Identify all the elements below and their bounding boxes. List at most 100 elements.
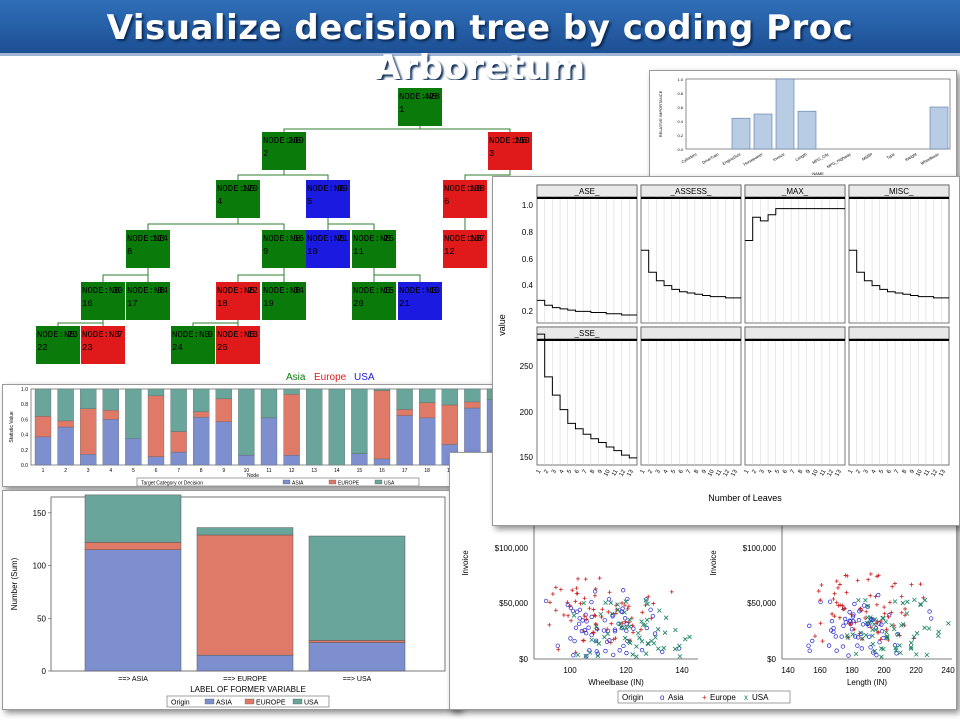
scatter-points-+ <box>813 571 926 644</box>
assess-x-tick: 12 <box>619 468 628 477</box>
scatter-point <box>807 648 812 653</box>
origin-x-tick: ==> ASIA <box>118 676 148 683</box>
pct-y-label: Statistic Value <box>9 411 15 443</box>
scatter-x-label: Length (IN) <box>847 678 887 687</box>
invoice-scatter-chart: $15$100,000$50,000$0Invoice100120140Whee… <box>461 471 955 704</box>
tree-node-id: 24 <box>172 343 183 353</box>
scatter-point <box>577 616 582 621</box>
scatter-point <box>606 597 612 602</box>
scatter-point <box>904 611 910 616</box>
pct-legend-title: Target Category or Decision <box>141 481 203 487</box>
tree-node-label: NODE:NB <box>444 184 482 194</box>
pct-bar-asia <box>80 454 97 466</box>
pct-bar-asia <box>373 458 391 466</box>
assess-x-tick: 4 <box>559 468 566 474</box>
scatter-point <box>608 600 614 605</box>
scatter-x-tick: 200 <box>877 666 891 675</box>
scatter-point <box>879 646 884 651</box>
scatter-point <box>899 594 904 599</box>
scatter-point <box>870 641 876 647</box>
tree-node-count: 99 <box>337 184 348 194</box>
scatter-point <box>661 645 667 651</box>
scatter-points-x <box>844 597 951 660</box>
scatter-legend: Origin o Asia + Europe x USA <box>617 690 791 704</box>
scatter-point <box>672 646 678 652</box>
scatter-point <box>885 634 890 639</box>
pct-y-tick: 0.2 <box>21 448 28 454</box>
assess-x-tick: 7 <box>582 468 589 474</box>
scatter-point <box>876 592 881 598</box>
assess-cell-frame <box>640 184 742 324</box>
scatter-point <box>819 583 824 588</box>
tree-edge <box>237 218 285 230</box>
scatter-point <box>874 602 879 607</box>
scatter-point <box>581 600 587 606</box>
scatter-point <box>917 602 923 607</box>
tree-node-label: NODE:NB <box>353 234 391 244</box>
pct-bar-asia <box>125 438 142 466</box>
scatter-x-tick: 180 <box>845 666 859 675</box>
scatter-point <box>858 630 863 636</box>
assess-bottom-y-tick: 150 <box>520 453 534 462</box>
pct-legend-usa: USA <box>384 481 395 487</box>
tree-node-box <box>398 282 442 320</box>
scatter-point <box>878 637 883 642</box>
importance-x-tick: MSRP <box>861 151 874 161</box>
scatter-point <box>877 640 882 645</box>
scatter-point <box>831 629 836 635</box>
assess-cell-assess: _ASSESS_ <box>640 184 742 324</box>
pct-x-tick: 12 <box>289 468 295 474</box>
slide-title: Visualize decision tree by coding Proc A… <box>106 8 854 88</box>
scatter-point <box>855 643 860 648</box>
scatter-point <box>856 618 862 623</box>
tree-node-box <box>216 326 260 364</box>
pct-y-tick: 0.8 <box>21 402 28 408</box>
tree-node-box <box>81 282 125 320</box>
assess-x-tick: 12 <box>931 468 940 477</box>
scatter-point <box>874 653 879 658</box>
origin-legend-europe: EUROPE <box>256 700 286 707</box>
pct-bar-asia <box>147 456 165 466</box>
pct-legend-europe: EUROPE <box>338 481 360 487</box>
scatter-point <box>578 601 583 606</box>
scatter-x-tick: 120 <box>619 666 633 675</box>
scatter-point <box>591 630 596 635</box>
pct-x-tick: 5 <box>132 468 135 474</box>
scatter-point <box>884 627 889 632</box>
scatter-point <box>625 596 630 602</box>
assess-series-sse <box>537 333 637 459</box>
scatter-point <box>624 621 629 627</box>
pct-bar-europe <box>193 411 210 418</box>
assess-x-tick: 11 <box>923 468 932 477</box>
scatter-point <box>615 602 620 607</box>
scatter-point <box>864 609 869 614</box>
scatter-point <box>871 622 877 627</box>
scatter-point <box>575 652 581 658</box>
tree-node-label: NODE:NB <box>217 184 255 194</box>
scatter-point <box>855 635 861 640</box>
origin-bar-asia <box>308 642 406 672</box>
scatter-y-tick: $100,000 <box>743 544 777 553</box>
assess-x-tick: 7 <box>790 468 797 474</box>
scatter-point <box>899 610 904 615</box>
assess-x-tick: 9 <box>701 468 708 474</box>
scatter-point <box>657 608 662 613</box>
scatter-point <box>870 650 876 655</box>
tree-node-id: 19 <box>263 299 274 309</box>
tree-node-id: 23 <box>82 343 93 353</box>
scatter-point <box>829 619 835 624</box>
pct-legend-swatch <box>328 479 337 485</box>
tree-node-label: NODE:NB <box>263 136 301 146</box>
tree-node-box <box>443 230 487 268</box>
scatter-point <box>586 625 591 630</box>
scatter-point <box>592 613 597 618</box>
scatter-point <box>832 591 837 596</box>
scatter-x-tick: 140 <box>781 666 795 675</box>
pct-bar-europe <box>80 408 97 455</box>
importance-chart: 1.0 0.8 0.6 0.4 0.2 0.0 RELATIVE IMPORTANCE Cyl… <box>658 77 951 176</box>
importance-y-tick: 0.8 <box>677 91 683 96</box>
pct-x-tick: 11 <box>266 468 271 474</box>
scatter-point <box>635 630 641 636</box>
origin-bar-europe <box>84 542 182 550</box>
